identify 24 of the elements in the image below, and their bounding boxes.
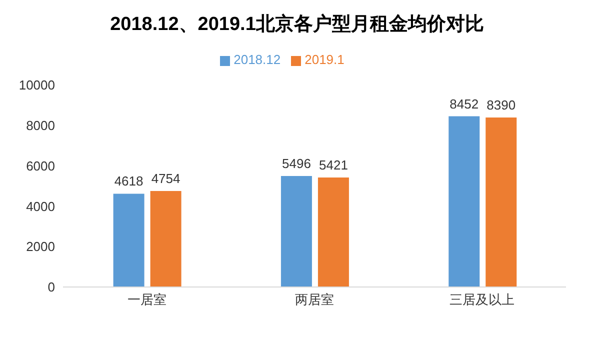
x-tick-label: 两居室 bbox=[295, 292, 334, 308]
data-label: 8390 bbox=[486, 98, 516, 113]
data-label: 5496 bbox=[282, 156, 311, 171]
bar bbox=[113, 194, 144, 287]
data-label: 5421 bbox=[319, 157, 348, 172]
bar bbox=[318, 177, 349, 287]
x-tick-label: 一居室 bbox=[127, 292, 166, 308]
x-tick-label: 三居及以上 bbox=[450, 292, 515, 308]
bar bbox=[486, 118, 517, 287]
y-tick-label: 0 bbox=[48, 280, 55, 295]
data-label: 4618 bbox=[114, 174, 144, 189]
y-tick-label: 2000 bbox=[26, 239, 55, 254]
data-label: 8452 bbox=[450, 96, 479, 112]
bar bbox=[448, 116, 480, 287]
bar bbox=[150, 190, 182, 287]
y-tick-label: 4000 bbox=[26, 198, 55, 214]
y-tick-label: 10000 bbox=[18, 78, 55, 93]
data-label: 4754 bbox=[151, 170, 180, 186]
legend-label: 2019.1 bbox=[304, 52, 344, 67]
bar bbox=[280, 176, 312, 287]
y-tick-label: 8000 bbox=[26, 118, 55, 134]
chart-title: 2018.12、2019.1北京各户型月租金均价对比 bbox=[109, 12, 485, 37]
y-tick-label: 6000 bbox=[26, 158, 55, 174]
legend-label: 2018.12 bbox=[234, 52, 281, 67]
